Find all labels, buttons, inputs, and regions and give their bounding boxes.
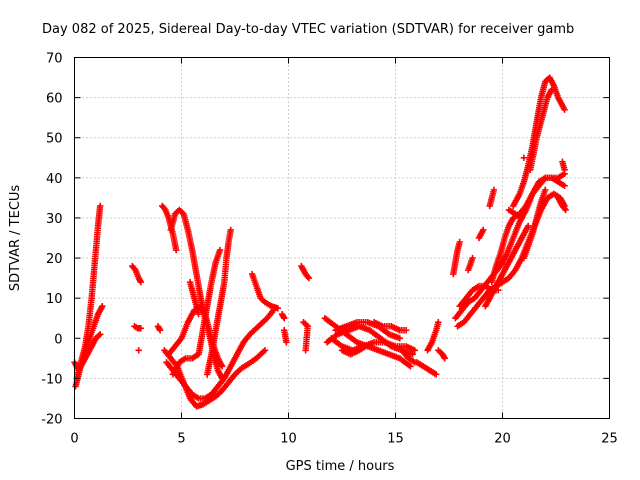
data-points bbox=[71, 74, 569, 410]
series-pass-6 bbox=[135, 347, 142, 354]
data-point-marker bbox=[396, 335, 403, 342]
y-tick-label: 10 bbox=[46, 292, 63, 307]
series-pass-30 bbox=[435, 347, 448, 362]
series-pass-37 bbox=[482, 222, 532, 310]
data-point-marker bbox=[520, 154, 528, 161]
data-point-marker bbox=[435, 319, 442, 326]
data-point-marker bbox=[518, 214, 525, 222]
y-tick-label: 30 bbox=[46, 212, 63, 227]
series-pass-3 bbox=[71, 331, 104, 374]
series-pass-9 bbox=[154, 323, 164, 334]
data-point-marker bbox=[456, 238, 463, 246]
data-point-marker bbox=[137, 278, 145, 286]
series-pass-20 bbox=[300, 319, 311, 354]
data-point-marker bbox=[281, 315, 288, 322]
x-tick-label: 15 bbox=[387, 432, 404, 447]
data-point-marker bbox=[407, 363, 414, 370]
x-tick-label: 5 bbox=[177, 432, 185, 447]
series-pass-26 bbox=[338, 343, 369, 358]
series-pass-25 bbox=[370, 319, 410, 334]
series-pass-4 bbox=[129, 262, 145, 286]
data-point-marker bbox=[562, 206, 569, 214]
data-point-marker bbox=[441, 355, 448, 362]
data-point-marker bbox=[490, 186, 498, 194]
data-point-marker bbox=[362, 343, 369, 350]
series-pass-28 bbox=[413, 359, 440, 378]
y-tick-label: 50 bbox=[46, 132, 63, 147]
series-pass-16 bbox=[248, 270, 281, 312]
series-pass-14 bbox=[203, 226, 234, 378]
data-point-marker bbox=[218, 363, 226, 370]
y-tick-label: -10 bbox=[41, 372, 62, 387]
x-tick-label: 25 bbox=[601, 432, 618, 447]
data-point-marker bbox=[561, 182, 568, 190]
data-point-marker bbox=[274, 304, 281, 312]
y-axis-label: SDTVAR / TECUs bbox=[8, 185, 23, 292]
y-tick-label: -20 bbox=[41, 413, 62, 428]
series-pass-15 bbox=[186, 278, 202, 318]
data-point-marker bbox=[172, 246, 180, 254]
data-point-marker bbox=[99, 302, 106, 310]
data-point-marker bbox=[469, 254, 476, 262]
y-tick-label: 20 bbox=[46, 252, 63, 267]
series-pass-29 bbox=[424, 319, 442, 354]
series-pass-43 bbox=[527, 86, 555, 174]
data-point-marker bbox=[524, 222, 532, 230]
series-pass-17 bbox=[278, 311, 288, 322]
data-point-marker bbox=[135, 347, 142, 354]
x-tick-label: 20 bbox=[494, 432, 511, 447]
x-tick-label: 0 bbox=[70, 432, 78, 447]
series-pass-39 bbox=[488, 170, 568, 286]
data-point-marker bbox=[227, 226, 234, 234]
data-point-marker bbox=[432, 371, 440, 378]
series-pass-5 bbox=[131, 323, 145, 332]
x-axis-label: GPS time / hours bbox=[286, 459, 395, 474]
x-tick-label: 10 bbox=[280, 432, 297, 447]
y-tick-label: 40 bbox=[46, 172, 63, 187]
series-pass-35 bbox=[465, 254, 476, 274]
series-pass-38 bbox=[486, 186, 498, 210]
data-point-marker bbox=[561, 106, 568, 113]
series-pass-36 bbox=[475, 226, 487, 242]
data-point-marker bbox=[302, 347, 309, 354]
series-pass-13 bbox=[169, 246, 224, 378]
axis-ticks: 0 5 10 15 20 25 -20 -10 0 10 20 30 40 50 60 70 bbox=[41, 52, 618, 447]
data-point-marker bbox=[156, 327, 164, 334]
series-pass-31 bbox=[450, 238, 463, 278]
data-point-marker bbox=[261, 347, 269, 354]
data-point-marker bbox=[548, 86, 555, 93]
data-point-marker bbox=[561, 166, 568, 174]
y-tick-label: 0 bbox=[54, 332, 62, 347]
series-pass-40 bbox=[505, 206, 525, 222]
data-point-marker bbox=[403, 327, 410, 334]
data-point-marker bbox=[411, 347, 418, 354]
data-point-marker bbox=[137, 325, 145, 332]
series-pass-8 bbox=[167, 206, 226, 382]
series-pass-46 bbox=[554, 194, 569, 214]
chart-title: Day 082 of 2025, Sidereal Day-to-day VTE… bbox=[42, 22, 574, 37]
data-point-marker bbox=[195, 311, 202, 318]
y-tick-label: 60 bbox=[46, 92, 63, 107]
series-pass-42 bbox=[520, 186, 549, 262]
data-point-marker bbox=[283, 339, 290, 346]
data-point-marker bbox=[216, 246, 224, 254]
series-pass-19 bbox=[298, 262, 313, 282]
series-pass-18 bbox=[281, 327, 290, 346]
data-point-marker bbox=[96, 331, 104, 338]
data-point-marker bbox=[542, 186, 549, 194]
data-point-marker bbox=[480, 226, 487, 234]
data-point-marker bbox=[305, 274, 313, 282]
data-point-marker bbox=[96, 202, 104, 210]
y-tick-label: 70 bbox=[46, 52, 63, 67]
series-pass-44 bbox=[520, 154, 528, 161]
plot-frame bbox=[74, 57, 610, 419]
series-pass-45 bbox=[559, 158, 568, 174]
